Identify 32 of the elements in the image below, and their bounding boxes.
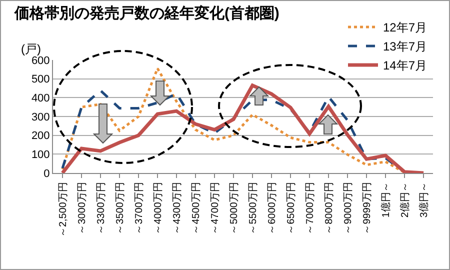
x-tick-label: ～3700万円 (134, 182, 145, 234)
x-tick-label: 2億円～ (398, 182, 411, 218)
x-tick-label: ～4700万円 (210, 182, 221, 234)
x-tick-label: ～7000万円 (304, 182, 316, 234)
chart-title: 価格帯別の発売戸数の経年変化(首都圏) (13, 4, 280, 22)
x-tick-label: ～8000万円 (324, 182, 335, 234)
y-tick-label: 600 (31, 54, 50, 67)
x-tick-label: ～2,500万円 (58, 182, 69, 238)
y-tick-label: 100 (31, 149, 50, 162)
x-tick-label: ～3300万円 (96, 182, 107, 234)
y-tick-label: 200 (31, 130, 50, 142)
x-tick-label: ～9000万円 (342, 182, 354, 234)
legend-label: 12年7月 (383, 20, 428, 35)
x-tick-label: 3億円～ (418, 182, 430, 218)
x-tick-label: ～9999万円 (362, 182, 373, 234)
legend-label: 13年7月 (383, 40, 428, 54)
x-tick-label: ～5000万円 (228, 182, 240, 234)
x-tick-label: ～6000万円 (266, 182, 278, 234)
x-tick-label: 1億円～ (380, 182, 392, 218)
y-tick-label: 300 (31, 111, 50, 124)
x-tick-label: ～6500万円 (286, 182, 297, 234)
y-axis-title: (戸) (21, 42, 41, 56)
x-tick-label: ～3000万円 (76, 182, 88, 234)
x-tick-label: ～4300万円 (172, 182, 183, 234)
x-tick-label: ～3500万円 (114, 182, 126, 234)
y-tick-label: 500 (31, 74, 50, 86)
legend-label: 14年7月 (383, 58, 428, 73)
y-tick-label: 400 (31, 92, 50, 105)
x-tick-label: ～4000万円 (152, 182, 164, 234)
x-tick-label: ～4500万円 (190, 182, 202, 234)
y-tick-label: 0 (44, 168, 50, 180)
x-tick-label: ～5500万円 (248, 182, 259, 234)
